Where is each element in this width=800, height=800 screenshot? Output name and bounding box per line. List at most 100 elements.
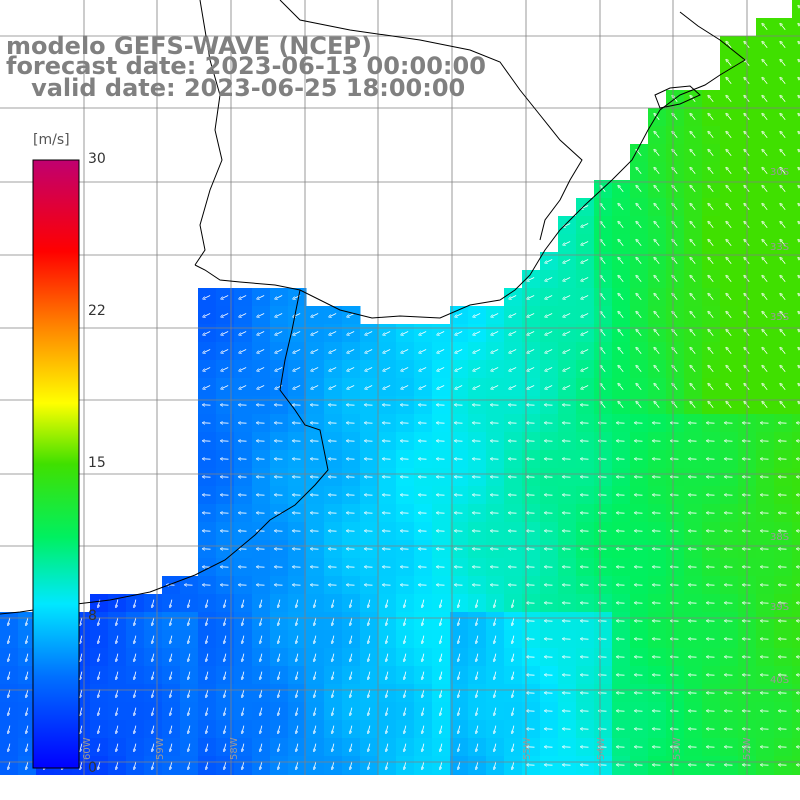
- wind-cell: [792, 180, 800, 199]
- wind-arrow: [368, 780, 370, 787]
- wind-cell: [792, 396, 800, 415]
- wind-arrow: [350, 780, 352, 787]
- wind-cell: [792, 126, 800, 145]
- wind-cell: [792, 144, 800, 163]
- wind-cell: [198, 774, 217, 775]
- wind-arrow: [386, 780, 388, 787]
- wind-cell: [792, 360, 800, 379]
- wind-cell: [612, 774, 631, 775]
- wind-cell: [378, 774, 397, 775]
- wind-arrow: [404, 780, 406, 787]
- wind-cell: [306, 774, 325, 775]
- colorbar: [32, 159, 80, 769]
- wind-cell: [432, 774, 451, 775]
- wind-cell: [792, 54, 800, 73]
- wind-arrow: [80, 780, 82, 787]
- wind-cell: [342, 774, 361, 775]
- wind-arrow: [170, 780, 172, 787]
- latitude-label: 40S: [770, 675, 789, 686]
- longitude-label: 53W: [672, 737, 683, 760]
- wind-cell: [576, 774, 595, 775]
- wind-arrow: [458, 780, 460, 787]
- wind-cell: [468, 774, 487, 775]
- wind-cell: [414, 774, 433, 775]
- wind-cell: [720, 774, 739, 775]
- wind-arrow: [188, 780, 190, 787]
- wind-arrow: [278, 780, 280, 787]
- wind-cell: [324, 774, 343, 775]
- wind-cell: [630, 774, 649, 775]
- wind-cell: [522, 774, 541, 775]
- wind-arrow: [242, 780, 244, 787]
- colorbar-label-8: 8: [88, 608, 97, 624]
- wind-cell: [18, 774, 37, 775]
- wind-arrow: [332, 780, 334, 787]
- colorbar-label-0: 0: [88, 760, 97, 776]
- wind-cell: [450, 774, 469, 775]
- wind-cell: [738, 774, 757, 775]
- wind-cell: [360, 774, 379, 775]
- wind-cell: [792, 0, 800, 19]
- wind-cell: [792, 234, 800, 253]
- wind-cell: [792, 108, 800, 127]
- wind-arrow: [8, 780, 10, 787]
- wind-arrow: [152, 780, 154, 787]
- wind-cell: [792, 90, 800, 109]
- wind-cell: [792, 36, 800, 55]
- wind-cell: [558, 774, 577, 775]
- wind-cell: [108, 774, 127, 775]
- longitude-label: 60W: [82, 737, 93, 760]
- wind-cell: [72, 774, 91, 775]
- wind-arrow: [296, 780, 298, 787]
- wind-arrow: [314, 780, 316, 787]
- wind-cell: [648, 774, 667, 775]
- wind-cell: [792, 774, 800, 775]
- wind-cell: [792, 324, 800, 343]
- wind-cell: [162, 774, 181, 775]
- wind-arrow: [494, 780, 496, 787]
- wind-arrow: [512, 780, 514, 787]
- wind-cell: [792, 342, 800, 361]
- longitude-label: 58W: [229, 737, 240, 760]
- wind-arrow: [260, 780, 262, 787]
- wind-cell: [792, 270, 800, 289]
- wind-cell: [270, 774, 289, 775]
- wind-arrow: [134, 780, 136, 787]
- wind-cell: [684, 774, 703, 775]
- longitude-label: 54W: [596, 737, 607, 760]
- wind-cell: [144, 774, 163, 775]
- wind-cell: [90, 774, 109, 775]
- wind-arrow: [440, 780, 442, 787]
- wind-cell: [792, 18, 800, 37]
- wind-cell: [792, 216, 800, 235]
- wind-cell: [288, 774, 307, 775]
- wind-arrow: [476, 780, 478, 787]
- wind-arrow: [98, 780, 100, 787]
- wind-cell: [792, 288, 800, 307]
- wind-arrow: [62, 780, 64, 787]
- longitude-label: 59W: [155, 737, 166, 760]
- wind-cell: [396, 774, 415, 775]
- wind-cell: [180, 774, 199, 775]
- longitude-label: 52W: [742, 737, 753, 760]
- wind-cell: [486, 774, 505, 775]
- wind-cell: [792, 306, 800, 325]
- wind-cell: [792, 378, 800, 397]
- wind-cell: [216, 774, 235, 775]
- latitude-label: 39S: [770, 602, 789, 613]
- colorbar-label-22: 22: [88, 303, 106, 319]
- wind-arrow: [116, 780, 118, 787]
- wind-cell: [756, 774, 775, 775]
- wind-cell: [504, 774, 523, 775]
- wind-arrow: [44, 780, 46, 787]
- wind-arrow: [422, 780, 424, 787]
- wind-cell: [792, 72, 800, 91]
- colorbar-label-30: 30: [88, 151, 106, 167]
- wind-cell: [666, 774, 685, 775]
- wind-cell: [126, 774, 145, 775]
- wind-cell: [540, 774, 559, 775]
- latitude-label: 35S: [770, 312, 789, 323]
- wind-cell: [594, 774, 613, 775]
- latitude-label: 33S: [770, 242, 789, 253]
